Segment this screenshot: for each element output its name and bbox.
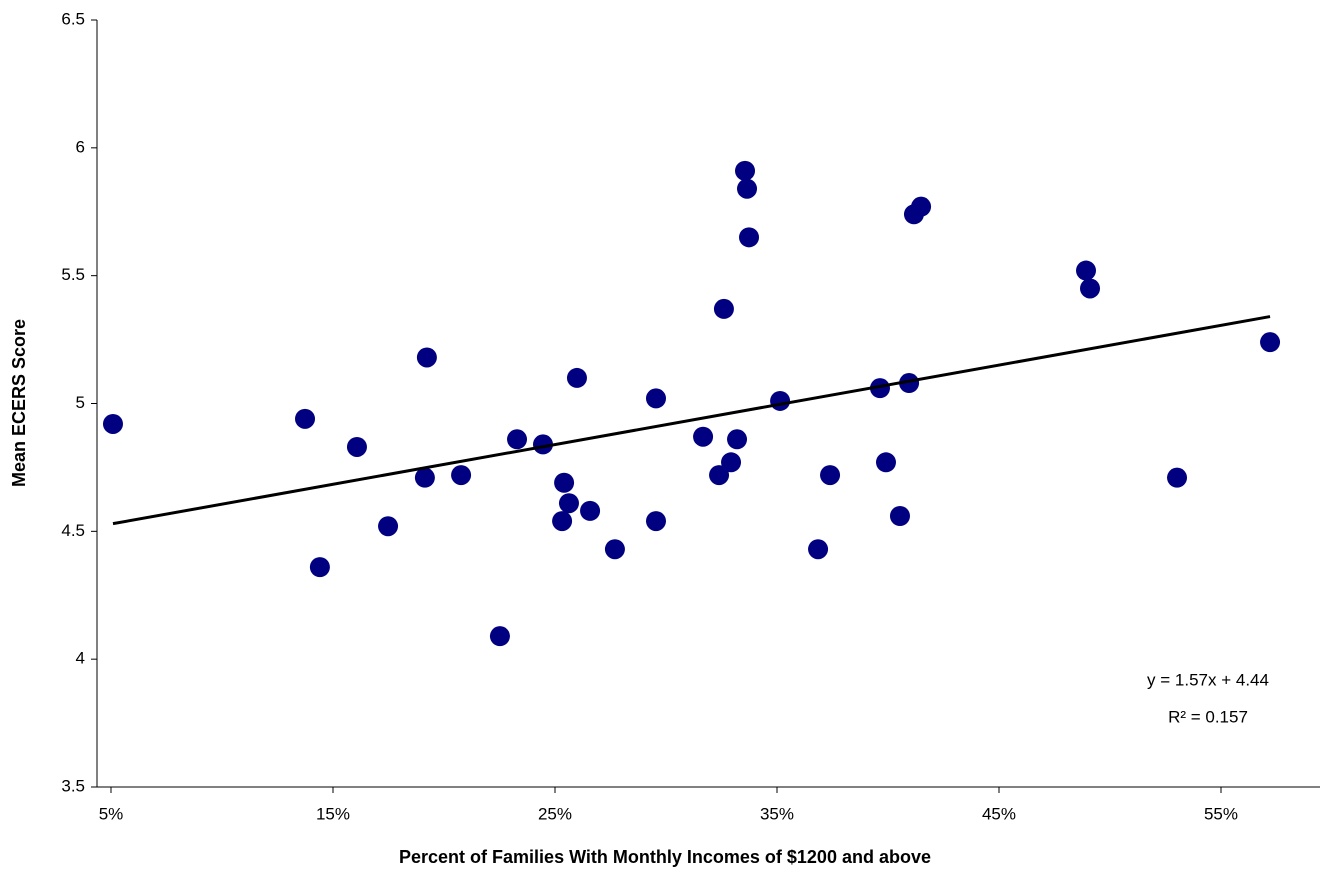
x-tick-label: 45%: [982, 804, 1016, 823]
x-axis-title: Percent of Families With Monthly Incomes…: [399, 847, 931, 867]
point: [899, 373, 920, 394]
point: [414, 467, 435, 488]
point: [554, 472, 575, 493]
y-tick-label: 4: [76, 649, 85, 668]
point: [378, 516, 399, 537]
x-tick-label: 35%: [760, 804, 794, 823]
point: [727, 429, 748, 450]
point: [102, 413, 123, 434]
point: [820, 465, 841, 486]
point: [869, 378, 890, 399]
point: [911, 196, 932, 217]
point: [739, 227, 760, 248]
point: [721, 452, 742, 473]
point: [566, 367, 587, 388]
point: [552, 511, 573, 532]
x-tick-label: 5%: [99, 804, 124, 823]
point: [489, 626, 510, 647]
point: [416, 347, 437, 368]
point: [507, 429, 528, 450]
point: [1167, 467, 1188, 488]
x-tick-label: 55%: [1204, 804, 1238, 823]
point: [737, 178, 758, 199]
point: [580, 500, 601, 521]
point: [713, 298, 734, 319]
point: [693, 426, 714, 447]
point: [645, 388, 666, 409]
point: [1080, 278, 1101, 299]
y-tick-label: 4.5: [61, 521, 85, 540]
point: [889, 505, 910, 526]
trendline: [112, 315, 1271, 526]
annotation: y = 1.57x + 4.44: [1147, 670, 1269, 689]
point: [709, 465, 730, 486]
point: [1260, 332, 1281, 353]
point: [735, 160, 756, 181]
point: [808, 539, 829, 560]
point: [451, 465, 472, 486]
point: [295, 408, 316, 429]
y-tick-label: 6.5: [61, 9, 85, 28]
point: [558, 493, 579, 514]
x-tick-label: 25%: [538, 804, 572, 823]
y-tick-label: 5.5: [61, 265, 85, 284]
point: [770, 390, 791, 411]
y-tick-label: 3.5: [61, 776, 85, 795]
y-tick-label: 5: [76, 393, 85, 412]
point: [1076, 260, 1097, 281]
y-tick-label: 6: [76, 137, 85, 156]
annotation: R² = 0.157: [1168, 707, 1248, 726]
point: [645, 511, 666, 532]
y-axis-title: Mean ECERS Score: [9, 319, 29, 487]
point: [346, 436, 367, 457]
point: [532, 434, 553, 455]
point: [309, 557, 330, 578]
point: [604, 539, 625, 560]
x-tick-label: 15%: [316, 804, 350, 823]
point: [875, 452, 896, 473]
